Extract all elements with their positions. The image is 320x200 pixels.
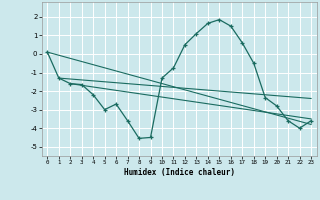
X-axis label: Humidex (Indice chaleur): Humidex (Indice chaleur)	[124, 168, 235, 177]
